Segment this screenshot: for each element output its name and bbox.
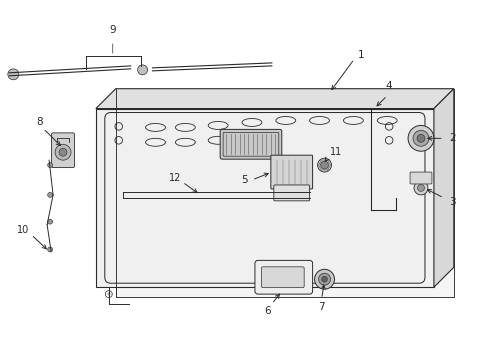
Circle shape bbox=[137, 65, 147, 75]
FancyBboxPatch shape bbox=[254, 260, 312, 294]
Circle shape bbox=[417, 184, 424, 192]
Text: 8: 8 bbox=[36, 117, 42, 127]
Text: 2: 2 bbox=[448, 133, 454, 143]
Text: 1: 1 bbox=[357, 50, 363, 60]
Text: 9: 9 bbox=[109, 25, 116, 35]
Circle shape bbox=[416, 134, 424, 142]
Circle shape bbox=[321, 276, 327, 282]
Text: 3: 3 bbox=[448, 197, 454, 207]
Circle shape bbox=[412, 130, 428, 146]
Text: 10: 10 bbox=[17, 225, 29, 235]
Circle shape bbox=[47, 219, 53, 224]
Text: 6: 6 bbox=[264, 306, 271, 316]
Circle shape bbox=[8, 69, 19, 80]
Polygon shape bbox=[433, 89, 453, 287]
Text: 7: 7 bbox=[318, 302, 324, 312]
Polygon shape bbox=[96, 109, 433, 287]
Circle shape bbox=[320, 161, 328, 169]
FancyBboxPatch shape bbox=[220, 129, 281, 159]
Circle shape bbox=[47, 247, 53, 252]
FancyBboxPatch shape bbox=[270, 155, 312, 189]
FancyBboxPatch shape bbox=[273, 185, 309, 201]
Circle shape bbox=[47, 192, 53, 197]
Text: 5: 5 bbox=[240, 175, 247, 185]
Circle shape bbox=[47, 163, 53, 168]
Polygon shape bbox=[116, 89, 453, 297]
Circle shape bbox=[413, 181, 427, 195]
Text: 4: 4 bbox=[385, 81, 392, 91]
FancyBboxPatch shape bbox=[409, 172, 431, 184]
FancyBboxPatch shape bbox=[261, 267, 304, 288]
Polygon shape bbox=[96, 89, 453, 109]
Circle shape bbox=[105, 291, 112, 298]
Circle shape bbox=[314, 269, 334, 289]
Circle shape bbox=[59, 148, 67, 156]
Circle shape bbox=[317, 158, 331, 172]
FancyBboxPatch shape bbox=[52, 133, 74, 168]
Text: 11: 11 bbox=[329, 147, 341, 157]
Circle shape bbox=[55, 144, 71, 160]
Circle shape bbox=[318, 273, 330, 285]
Circle shape bbox=[407, 125, 433, 151]
Text: 12: 12 bbox=[169, 173, 181, 183]
